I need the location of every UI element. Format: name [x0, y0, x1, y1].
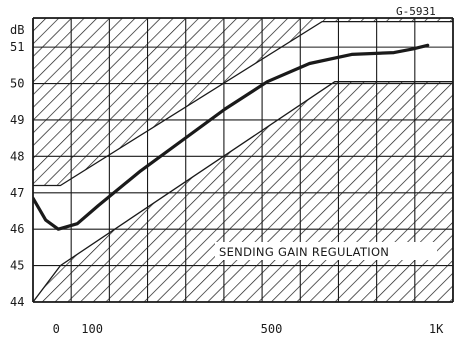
- x-tick-label: 0: [53, 322, 60, 336]
- y-tick-label: 50: [10, 77, 24, 91]
- y-tick-label: 47: [10, 186, 24, 200]
- y-axis-unit-label: dB: [10, 23, 24, 37]
- x-tick-label: 100: [81, 322, 103, 336]
- upper-limit-region: [33, 18, 453, 187]
- y-tick-label: 46: [10, 222, 24, 236]
- annotation-background: [215, 242, 437, 260]
- y-tick-label: 45: [10, 259, 24, 273]
- x-tick-label: 500: [261, 322, 283, 336]
- series-line-gain: [33, 43, 430, 231]
- x-tick-label: 1K: [429, 322, 444, 336]
- y-tick-label: 48: [10, 149, 24, 163]
- y-tick-label: 44: [10, 295, 24, 309]
- y-tick-label: 51: [10, 40, 24, 54]
- y-tick-label: 49: [10, 113, 24, 127]
- annotation-sending-gain-regulation: SENDING GAIN REGULATION: [219, 245, 389, 259]
- figure-code: G-5931: [396, 5, 436, 18]
